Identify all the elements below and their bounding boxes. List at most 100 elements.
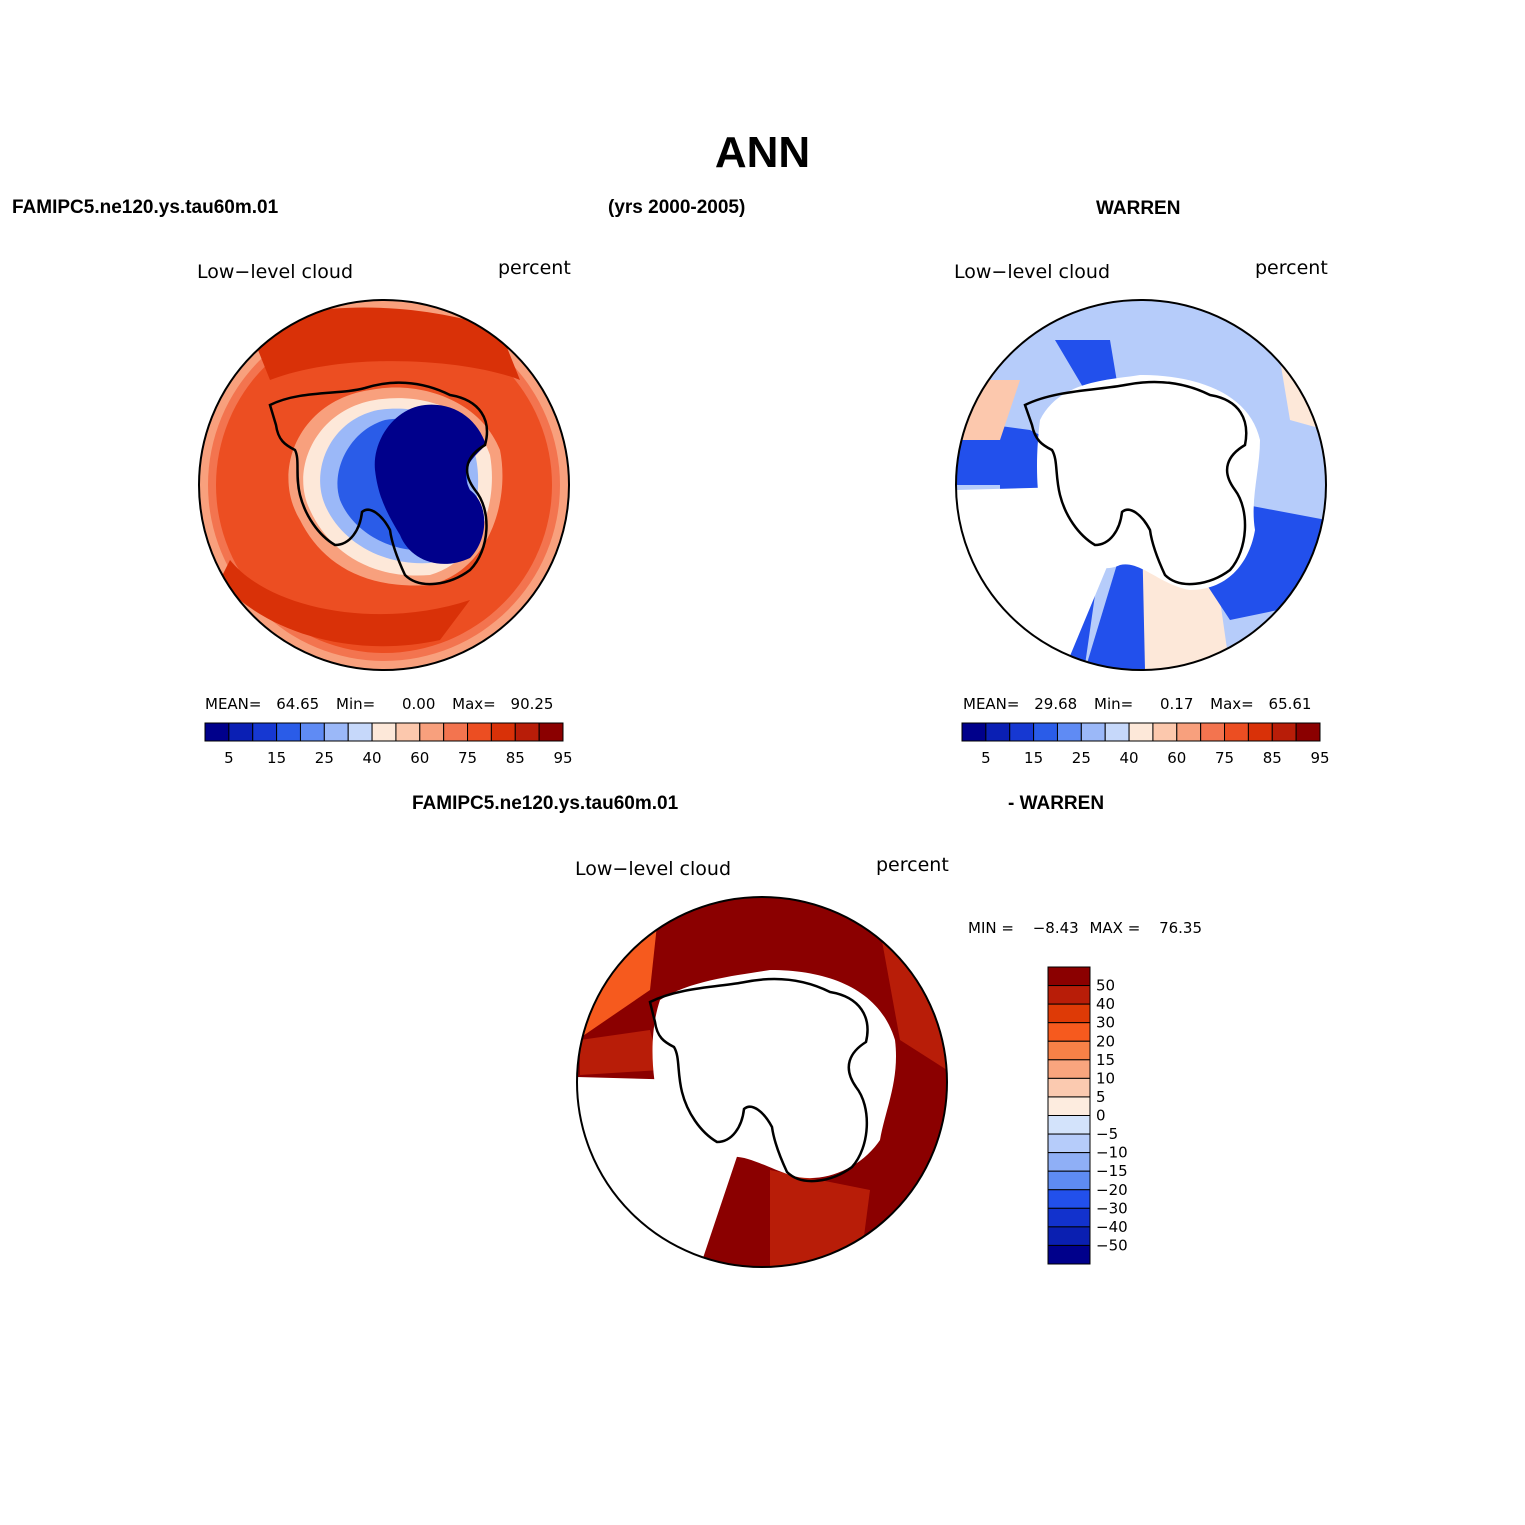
panel2-colorbar-tick-label: 40: [1120, 749, 1139, 767]
panel2-colorbar-tick-label: 15: [1024, 749, 1043, 767]
panel2-max: 65.61: [1268, 695, 1312, 713]
panel3-colorbar-tick-label: −15: [1096, 1162, 1128, 1180]
panel3-antarctic-coast: [648, 977, 869, 1183]
panel2-map: [955, 299, 1327, 671]
panel1-colorbar-tick-label: 25: [315, 749, 334, 767]
panel1-map: [198, 299, 570, 671]
panel3-missing-center: [652, 970, 897, 1179]
panel2-colorbar-swatch: [1128, 722, 1154, 742]
panel3-units: percent: [876, 854, 949, 876]
panel2-units: percent: [1255, 257, 1328, 279]
panel3-colorbar-tick-label: −5: [1096, 1125, 1118, 1143]
panel1-colorbar-swatch: [538, 722, 564, 742]
panel3-min-label: MIN =: [968, 919, 1014, 937]
panel3-min: −8.43: [1032, 919, 1079, 937]
panel1-colorbar-swatch: [276, 722, 301, 742]
panel1-colorbar-swatch: [371, 722, 397, 742]
panel2-colorbar-swatch: [1224, 722, 1249, 742]
case-label: FAMIPC5.ne120.ys.tau60m.01: [12, 197, 279, 218]
panel3-colorbar-swatch: [1047, 966, 1091, 987]
panel1-mean: 64.65: [276, 695, 320, 713]
panel3-colorbar-tick-label: 30: [1096, 1014, 1115, 1032]
panel1-colorbar: 5 15 25 40 60 75 85 95: [204, 722, 573, 767]
panel2-mean: 29.68: [1034, 695, 1078, 713]
panel3-colorbar-tick-label: 20: [1096, 1032, 1115, 1050]
panel1-colorbar-swatch: [443, 722, 469, 742]
panel3-colorbar-tick-label: 5: [1096, 1088, 1106, 1106]
panel2-colorbar-swatch: [1200, 722, 1226, 742]
panel1-max: 90.25: [510, 695, 554, 713]
panel2-min-label: Min=: [1094, 695, 1134, 713]
panel3-colorbar-swatch: [1047, 1133, 1091, 1154]
panel1-colorbar-swatch: [252, 722, 278, 742]
panel1-colorbar-tick-label: 5: [224, 749, 234, 767]
plot-title: ANN: [714, 128, 811, 177]
panel3-map-border: [576, 896, 948, 1268]
panel1-mean-label: MEAN=: [205, 695, 262, 713]
panel1-min-label: Min=: [336, 695, 376, 713]
panel1-min: 0.00: [401, 695, 436, 713]
panel1-map-border: [198, 299, 570, 671]
panel3-colorbar-tick-label: 0: [1096, 1107, 1106, 1125]
panel2-map-border: [955, 299, 1327, 671]
panel3-colorbar-tick-label: 40: [1096, 995, 1115, 1013]
panel3-colorbar-tick-label: −10: [1096, 1144, 1128, 1162]
panel3-colorbar-swatch: [1047, 1096, 1091, 1116]
panel3-colorbar-tick-label: 15: [1096, 1051, 1115, 1069]
panel3-colorbar-swatch: [1047, 1207, 1091, 1228]
panel2-min: 0.17: [1159, 695, 1194, 713]
panel1-colorbar-swatch: [490, 722, 516, 742]
panel3-colorbar-swatch: [1047, 1189, 1091, 1209]
panel2-antarctic-coast: [1023, 380, 1248, 586]
panel2-colorbar-tick-label: 75: [1215, 749, 1234, 767]
panel2-colorbar-swatch: [1104, 722, 1130, 742]
panel3-colorbar-swatch: [1047, 1152, 1091, 1172]
panel1-colorbar-tick-label: 85: [506, 749, 525, 767]
panel3-colorbar-swatch: [1047, 1244, 1091, 1265]
panel3-colorbar-swatch: [1047, 1003, 1091, 1024]
panel2-colorbar-swatch: [1271, 722, 1297, 742]
panel1-ice-core: [374, 404, 486, 564]
panel2-colorbar: 5 15 25 40 60 75 85 95: [961, 722, 1330, 767]
panel3-max-label: MAX =: [1089, 919, 1141, 937]
panel1-colorbar-swatch: [204, 722, 230, 742]
panel3-patch-se: [770, 1170, 870, 1267]
panel1-max-label: Max=: [452, 695, 496, 713]
panel1-variable: Low−level cloud: [197, 261, 354, 283]
panel3-colorbar-swatch: [1047, 1059, 1091, 1079]
obs-label: WARREN: [1096, 198, 1181, 219]
panel2-colorbar-tick-label: 25: [1072, 749, 1091, 767]
panel1-colorbar-swatch: [299, 722, 325, 742]
panel2-colorbar-tick-label: 85: [1263, 749, 1282, 767]
panel1-colorbar-swatch: [347, 722, 373, 742]
panel1-colorbar-swatch: [323, 722, 349, 742]
panel3-colorbar-swatch: [1047, 1226, 1091, 1246]
panel2-colorbar-swatch: [1080, 722, 1106, 742]
panel2-colorbar-swatch: [985, 722, 1011, 742]
years-label: (yrs 2000-2005): [608, 197, 746, 218]
panel2-missing-center: [1037, 375, 1260, 590]
panel2-colorbar-swatch: [1247, 722, 1273, 742]
panel3-colorbar-tick-label: −50: [1096, 1236, 1128, 1254]
panel3-colorbar-swatch: [1047, 1040, 1091, 1061]
panel2-max-label: Max=: [1210, 695, 1254, 713]
panel3-colorbar-swatch: [1047, 985, 1091, 1005]
panel1-colorbar-tick-label: 75: [458, 749, 477, 767]
panel1-units: percent: [498, 257, 571, 279]
panel2-colorbar-swatch: [1295, 722, 1321, 742]
panel1-stats: MEAN= 64.65 Min= 0.00 Max= 90.25: [205, 695, 553, 713]
panel3-colorbar-tick-label: 50: [1096, 977, 1115, 995]
panel3-colorbar-tick-label: −20: [1096, 1181, 1128, 1199]
panel2-colorbar-swatch: [1152, 722, 1178, 742]
panel3-colorbar-swatch: [1047, 1077, 1091, 1098]
panel1-colorbar-tick-label: 15: [267, 749, 286, 767]
panel2-colorbar-tick-label: 5: [981, 749, 991, 767]
panel2-colorbar-swatch: [1176, 722, 1202, 742]
panel1-antarctic-coast: [268, 381, 489, 586]
panel2-colorbar-swatch: [1009, 722, 1035, 742]
panel3-stats: MIN = −8.43 MAX = 76.35: [968, 919, 1202, 937]
panel1-high-patch-n: [250, 307, 520, 380]
panel3-colorbar-swatch: [1047, 1115, 1091, 1135]
